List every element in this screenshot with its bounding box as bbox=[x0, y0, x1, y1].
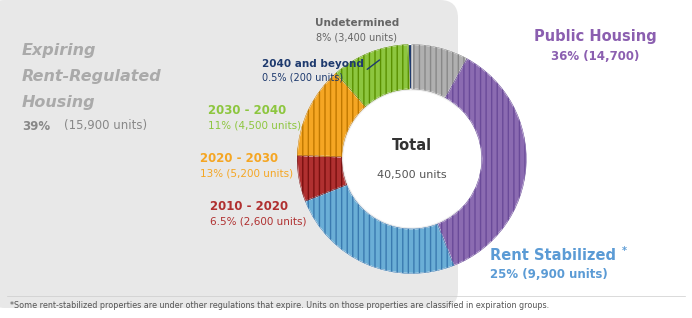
Text: *: * bbox=[622, 246, 627, 256]
Text: *Some rent-stabilized properties are under other regulations that expire. Units : *Some rent-stabilized properties are und… bbox=[10, 301, 549, 310]
Text: 6.5% (2,600 units): 6.5% (2,600 units) bbox=[210, 216, 307, 226]
Text: 2030 - 2040: 2030 - 2040 bbox=[208, 103, 286, 116]
Text: (15,900 units): (15,900 units) bbox=[64, 120, 147, 133]
Wedge shape bbox=[408, 45, 412, 89]
Text: 40,500 units: 40,500 units bbox=[377, 170, 446, 180]
Wedge shape bbox=[298, 73, 365, 157]
Wedge shape bbox=[305, 185, 454, 273]
Wedge shape bbox=[298, 156, 347, 201]
Text: Rent-Regulated: Rent-Regulated bbox=[22, 68, 162, 84]
Text: Undetermined: Undetermined bbox=[315, 18, 399, 28]
Text: 39%: 39% bbox=[22, 120, 50, 133]
Text: 11% (4,500 units): 11% (4,500 units) bbox=[208, 120, 301, 130]
Text: 2040 and beyond: 2040 and beyond bbox=[262, 59, 364, 69]
Text: 25% (9,900 units): 25% (9,900 units) bbox=[490, 267, 608, 280]
Text: 36% (14,700): 36% (14,700) bbox=[551, 50, 639, 63]
Circle shape bbox=[344, 91, 480, 227]
Text: Expiring: Expiring bbox=[22, 43, 96, 58]
Text: 2010 - 2020: 2010 - 2020 bbox=[210, 199, 288, 212]
Wedge shape bbox=[437, 59, 526, 266]
Text: 2020 - 2030: 2020 - 2030 bbox=[200, 151, 278, 164]
Text: 0.5% (200 units): 0.5% (200 units) bbox=[262, 73, 343, 83]
Wedge shape bbox=[412, 45, 467, 98]
Text: Public Housing: Public Housing bbox=[534, 29, 657, 44]
Text: 8% (3,400 units): 8% (3,400 units) bbox=[316, 33, 397, 43]
Text: Rent Stabilized: Rent Stabilized bbox=[490, 248, 616, 264]
Text: 13% (5,200 units): 13% (5,200 units) bbox=[200, 168, 293, 178]
Wedge shape bbox=[336, 45, 410, 107]
FancyBboxPatch shape bbox=[0, 0, 458, 308]
Text: Total: Total bbox=[392, 139, 432, 154]
Text: Housing: Housing bbox=[22, 94, 95, 109]
